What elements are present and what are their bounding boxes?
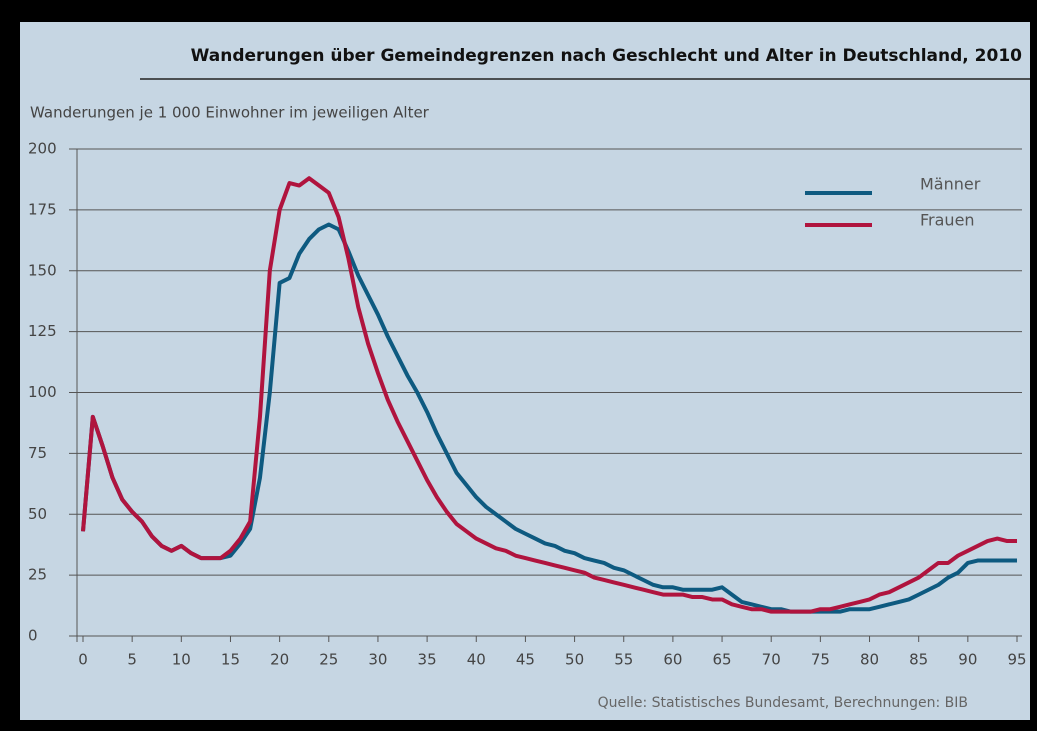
x-tick-label: 85: [909, 651, 928, 669]
x-tick-label: 30: [368, 651, 387, 669]
y-tick-label: 175: [28, 200, 57, 218]
x-tick-label: 50: [565, 651, 584, 669]
x-tick-label: 0: [78, 651, 88, 669]
y-axis-title: Wanderungen je 1 000 Einwohner im jeweil…: [30, 104, 430, 122]
x-tick-label: 70: [762, 651, 781, 669]
y-tick-label: 75: [28, 444, 47, 462]
series-line: [81, 176, 1017, 614]
legend-label: Frauen: [920, 211, 975, 230]
x-tick-label: 60: [663, 651, 682, 669]
x-tick-label: 5: [127, 651, 137, 669]
x-tick-label: 20: [270, 651, 289, 669]
y-tick-label: 0: [28, 627, 38, 645]
x-tick-label: 80: [860, 651, 879, 669]
x-tick-label: 75: [811, 651, 830, 669]
x-tick-label: 40: [467, 651, 486, 669]
panel: [20, 22, 1030, 720]
chart-title: Wanderungen über Gemeindegrenzen nach Ge…: [191, 46, 1023, 66]
y-tick-label: 200: [28, 140, 57, 158]
x-tick-label: 45: [516, 651, 535, 669]
source: Quelle: Statistisches Bundesamt, Berechn…: [598, 695, 968, 711]
x-tick-label: 90: [958, 651, 977, 669]
x-tick-label: 65: [713, 651, 732, 669]
y-tick-label: 150: [28, 261, 57, 279]
x-tick-label: 25: [319, 651, 338, 669]
x-tick-label: 95: [1007, 651, 1026, 669]
y-tick-label: 125: [28, 322, 57, 340]
x-tick-label: 10: [172, 651, 191, 669]
series-line: [81, 222, 1017, 614]
y-tick-label: 100: [28, 383, 57, 401]
x-tick-label: 35: [418, 651, 437, 669]
x-tick-label: 55: [614, 651, 633, 669]
legend-label: Männer: [920, 175, 981, 194]
y-tick-label: 50: [28, 505, 47, 523]
y-tick-label: 25: [28, 566, 47, 584]
x-tick-label: 15: [221, 651, 240, 669]
